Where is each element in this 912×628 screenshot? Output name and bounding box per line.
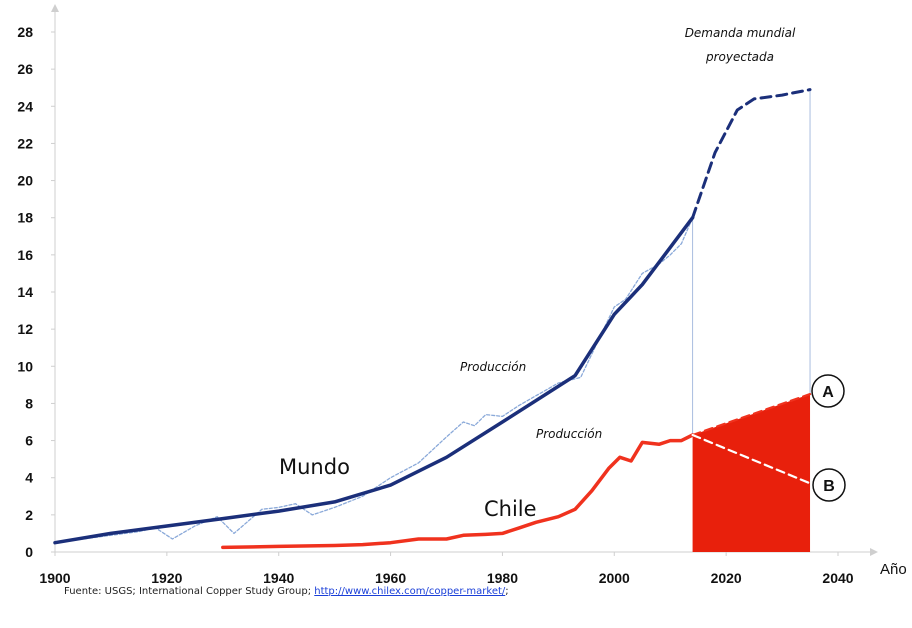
shaded-area [692,394,811,552]
x-tick-label: 1980 [487,570,518,586]
series-line-demanda-mundial-proyectada [691,88,812,220]
world-series-label: Mundo [279,455,350,479]
y-tick-label: 24 [17,98,33,114]
series-line-b [691,433,812,485]
x-axis-label: Año [880,561,907,578]
y-tick-label: 26 [17,61,33,77]
series-line-chile [221,433,695,550]
x-tick-label: 1920 [151,570,182,586]
x-axis-arrow [870,548,878,556]
projected-demand-label-1: Demanda mundial [685,26,796,40]
source-note: Fuente: USGS; International Copper Study… [64,586,509,597]
world-production-label: Producción [460,360,526,374]
y-tick-label: 0 [25,544,33,560]
projection-guides [692,89,811,435]
shaded-region [692,394,811,552]
axis-ticks [51,31,839,556]
y-tick-label: 20 [17,173,33,189]
y-tick-label: 4 [25,470,33,486]
x-tick-label: 1960 [375,570,406,586]
series-lines [53,88,812,550]
projected-demand-label-2: proyectada [705,50,774,64]
y-tick-label: 18 [17,210,33,226]
series-line-producci-n [54,217,694,544]
y-tick-label: 28 [17,24,33,40]
x-tick-label: 2000 [599,570,630,586]
y-tick-label: 16 [17,247,33,263]
series-line-mundo [53,215,695,545]
y-tick-label: 10 [17,358,33,374]
y-axis-arrow [51,4,59,12]
chile-series-label: Chile [484,497,537,521]
y-tick-label: 12 [17,321,33,337]
svg-text:B: B [823,478,835,495]
x-tick-label: 2020 [711,570,742,586]
y-tick-label: 8 [25,395,33,411]
source-suffix: ; [505,586,509,597]
y-tick-label: 22 [17,135,33,151]
series-line-a [691,393,812,437]
y-tick-label: 2 [25,507,33,523]
x-tick-label: 1900 [39,570,70,586]
source-link[interactable]: http://www.chilex.com/copper-market/ [314,586,506,597]
scenario-a-marker: A [811,374,845,408]
x-tick-label: 1940 [263,570,294,586]
source-text: Fuente: USGS; International Copper Study… [64,586,315,597]
x-tick-label: 2040 [822,570,853,586]
svg-text:A: A [822,384,834,401]
scenario-b-marker: B [812,468,846,502]
y-tick-label: 14 [17,284,33,300]
chile-production-label: Producción [536,427,602,441]
y-tick-label: 6 [25,433,33,449]
